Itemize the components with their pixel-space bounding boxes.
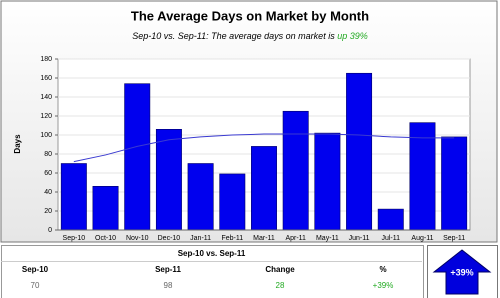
subtitle-highlight: up 39% — [337, 31, 368, 41]
x-tick-label: Jan-11 — [190, 235, 211, 242]
x-tick-label: Sep-11 — [443, 235, 465, 242]
x-tick-label: Apr-11 — [285, 235, 306, 242]
bar — [155, 129, 182, 231]
bar — [124, 83, 151, 231]
y-tick-label: 180 — [40, 56, 52, 63]
y-tick-label: 80 — [44, 151, 52, 158]
table-header: Sep-11 — [155, 265, 181, 274]
table-header: % — [379, 265, 387, 274]
y-tick-label: 160 — [40, 75, 52, 82]
bar — [92, 186, 119, 231]
table-panel — [1, 245, 424, 298]
x-tick-label: Sep-10 — [63, 235, 86, 242]
x-tick-label: Jun-11 — [349, 235, 370, 242]
badge-arrow: +39% — [432, 249, 492, 295]
y-tick-label: 0 — [48, 227, 52, 234]
table-header: Change — [265, 265, 295, 274]
y-tick-label: 60 — [44, 170, 52, 177]
y-tick-label: 40 — [44, 189, 52, 196]
x-tick-label: Oct-10 — [95, 235, 116, 242]
y-tick-label: 100 — [40, 132, 52, 139]
y-tick-label: 120 — [40, 113, 52, 120]
bar — [314, 132, 341, 231]
bar — [409, 122, 436, 231]
x-tick-label: Feb-11 — [221, 235, 243, 242]
x-tick-label: Dec-10 — [158, 235, 181, 242]
y-axis-label: Days — [13, 134, 22, 154]
bar — [187, 163, 214, 231]
chart: The Average Days on Market by Month Sep-… — [0, 0, 498, 243]
table-cell: 98 — [163, 281, 173, 290]
bar — [441, 136, 468, 231]
x-tick-label: Nov-10 — [126, 235, 149, 242]
table-header: Sep-10 — [21, 265, 49, 274]
x-tick-label: May-11 — [316, 235, 339, 242]
table-cell: 28 — [275, 281, 285, 290]
badge-box: +39% — [427, 245, 498, 298]
x-tick-label: Mar-11 — [253, 235, 275, 242]
x-tick-label: Aug-11 — [411, 235, 433, 242]
up-arrow — [432, 249, 492, 295]
chart-title: The Average Days on Market by Month — [131, 8, 369, 23]
bar — [282, 110, 309, 231]
bar — [219, 173, 246, 231]
badge-label: +39% — [450, 267, 473, 277]
subtitle-text: Sep-10 vs. Sep-11: The average days on m… — [132, 31, 337, 41]
table-cell: 70 — [30, 281, 40, 290]
trend-line — [73, 133, 455, 163]
y-tick-label: 140 — [40, 94, 52, 101]
bar — [377, 208, 404, 231]
table-title: Sep-10 vs. Sep-11 — [1, 246, 422, 262]
bar — [346, 72, 373, 231]
table-cell: +39% — [372, 281, 394, 290]
chart-subtitle: Sep-10 vs. Sep-11: The average days on m… — [132, 31, 367, 41]
bar — [251, 146, 277, 231]
x-tick-label: Jul-11 — [381, 235, 400, 242]
y-tick-label: 20 — [44, 208, 52, 215]
bar — [60, 163, 87, 231]
